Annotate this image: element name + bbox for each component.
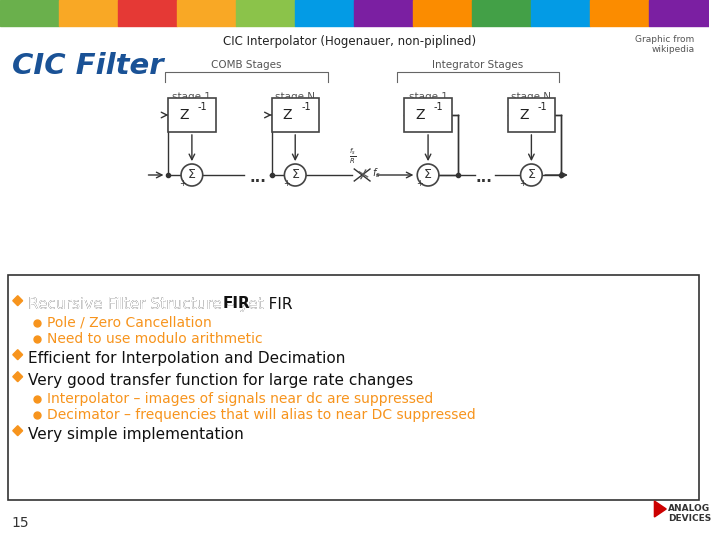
Text: Recursive Filter Structure – yet: Recursive Filter Structure – yet <box>27 296 268 312</box>
Bar <box>531 0 590 26</box>
Text: Very simple implementation: Very simple implementation <box>27 427 243 442</box>
Text: Σ: Σ <box>424 168 432 181</box>
Text: ANALOG
DEVICES: ANALOG DEVICES <box>668 504 711 523</box>
Polygon shape <box>13 426 22 436</box>
Bar <box>413 0 472 26</box>
Bar <box>236 0 295 26</box>
Polygon shape <box>13 372 22 382</box>
Text: Z: Z <box>283 108 292 122</box>
Text: Σ: Σ <box>188 168 196 181</box>
Text: +: + <box>519 179 526 188</box>
Text: COMB Stages: COMB Stages <box>211 60 282 70</box>
Text: $\frac{f_s}{R}$: $\frac{f_s}{R}$ <box>348 146 356 166</box>
Bar <box>405 98 451 132</box>
Text: Efficient for Interpolation and Decimation: Efficient for Interpolation and Decimati… <box>27 350 345 366</box>
Circle shape <box>521 164 542 186</box>
Bar <box>472 0 531 26</box>
Polygon shape <box>13 350 22 360</box>
Polygon shape <box>654 501 666 517</box>
Bar <box>271 98 319 132</box>
Text: stage N: stage N <box>511 92 552 102</box>
Bar <box>354 0 413 26</box>
Text: +: + <box>415 179 423 188</box>
Text: ...: ... <box>249 171 266 186</box>
Text: Decimator – frequencies that will alias to near DC suppressed: Decimator – frequencies that will alias … <box>48 408 476 422</box>
Text: Interpolator – images of signals near dc are suppressed: Interpolator – images of signals near dc… <box>48 392 433 406</box>
Text: Very good transfer function for large rate changes: Very good transfer function for large ra… <box>27 373 413 388</box>
Text: Σ: Σ <box>528 168 536 181</box>
Bar <box>118 0 177 26</box>
Text: stage 1: stage 1 <box>409 92 448 102</box>
Bar <box>649 0 708 26</box>
Text: CIC Interpolator (Hogenauer, non-piplined): CIC Interpolator (Hogenauer, non-pipline… <box>222 35 476 48</box>
Text: CIC Filter: CIC Filter <box>12 52 163 80</box>
Text: -1: -1 <box>434 102 444 112</box>
Bar <box>0 0 59 26</box>
Text: Pole / Zero Cancellation: Pole / Zero Cancellation <box>48 316 212 330</box>
Text: 15: 15 <box>12 516 30 530</box>
Text: Z: Z <box>415 108 425 122</box>
Bar <box>590 0 649 26</box>
Text: stage N: stage N <box>275 92 315 102</box>
Text: Z: Z <box>519 108 528 122</box>
Text: +: + <box>283 179 289 188</box>
Bar <box>168 98 215 132</box>
Bar <box>508 98 555 132</box>
Text: $\times$: $\times$ <box>354 166 370 184</box>
Text: Integrator Stages: Integrator Stages <box>432 60 523 70</box>
Circle shape <box>284 164 306 186</box>
Text: Graphic from
wikipedia: Graphic from wikipedia <box>636 35 695 55</box>
Bar <box>59 0 118 26</box>
Text: $f_s$: $f_s$ <box>372 166 381 180</box>
FancyBboxPatch shape <box>8 275 698 500</box>
Text: Need to use modulo arithmetic: Need to use modulo arithmetic <box>48 332 263 346</box>
Text: Recursive Filter Structure – yet FIR: Recursive Filter Structure – yet FIR <box>27 296 292 312</box>
Text: Σ: Σ <box>292 168 299 181</box>
Text: -1: -1 <box>198 102 207 112</box>
Text: stage 1: stage 1 <box>173 92 212 102</box>
Circle shape <box>418 164 439 186</box>
Text: FIR: FIR <box>222 296 250 312</box>
Text: -1: -1 <box>301 102 311 112</box>
Bar <box>295 0 354 26</box>
Text: ...: ... <box>476 171 492 186</box>
Polygon shape <box>13 296 22 306</box>
Text: -1: -1 <box>537 102 547 112</box>
Bar <box>177 0 236 26</box>
Text: Z: Z <box>179 108 189 122</box>
Text: +: + <box>179 179 186 188</box>
Circle shape <box>181 164 203 186</box>
